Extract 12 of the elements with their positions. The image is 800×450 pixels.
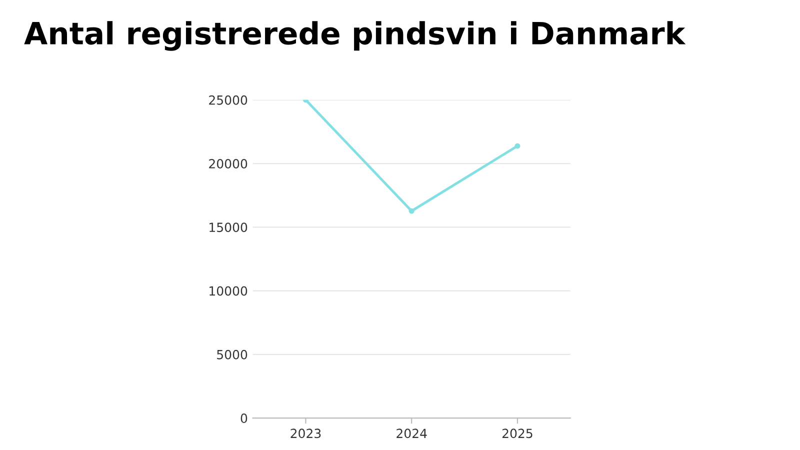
- chart-title: Antal registrerede pindsvin i Danmark: [24, 21, 686, 51]
- x-tick-label: 2025: [502, 428, 532, 438]
- x-tick-label: 2023: [290, 428, 321, 438]
- y-tick-label: 25000: [209, 95, 248, 105]
- y-tick-label: 5000: [217, 350, 248, 360]
- point: [408, 208, 414, 214]
- y-tick-label: 20000: [209, 159, 248, 168]
- y-tick-label: 0: [240, 414, 248, 423]
- y-tick-label: 10000: [210, 286, 248, 296]
- point: [514, 143, 520, 149]
- y-tick-label: 15000: [210, 222, 248, 232]
- x-tick-label: 2024: [396, 428, 427, 438]
